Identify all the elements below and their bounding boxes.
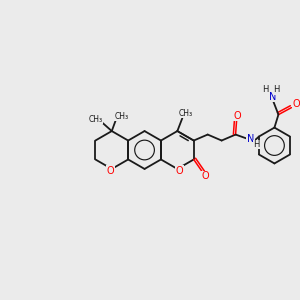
Text: H: H <box>262 85 269 94</box>
Text: CH₃: CH₃ <box>178 109 192 118</box>
Text: O: O <box>107 166 115 176</box>
Text: N: N <box>269 92 276 102</box>
Text: CH₃: CH₃ <box>89 115 103 124</box>
Text: O: O <box>202 171 209 182</box>
Text: N: N <box>247 134 254 143</box>
Text: CH₃: CH₃ <box>115 112 129 121</box>
Text: H: H <box>273 85 280 94</box>
Text: O: O <box>234 111 242 121</box>
Text: H: H <box>253 140 260 149</box>
Text: O: O <box>292 99 300 109</box>
Text: O: O <box>176 166 183 176</box>
